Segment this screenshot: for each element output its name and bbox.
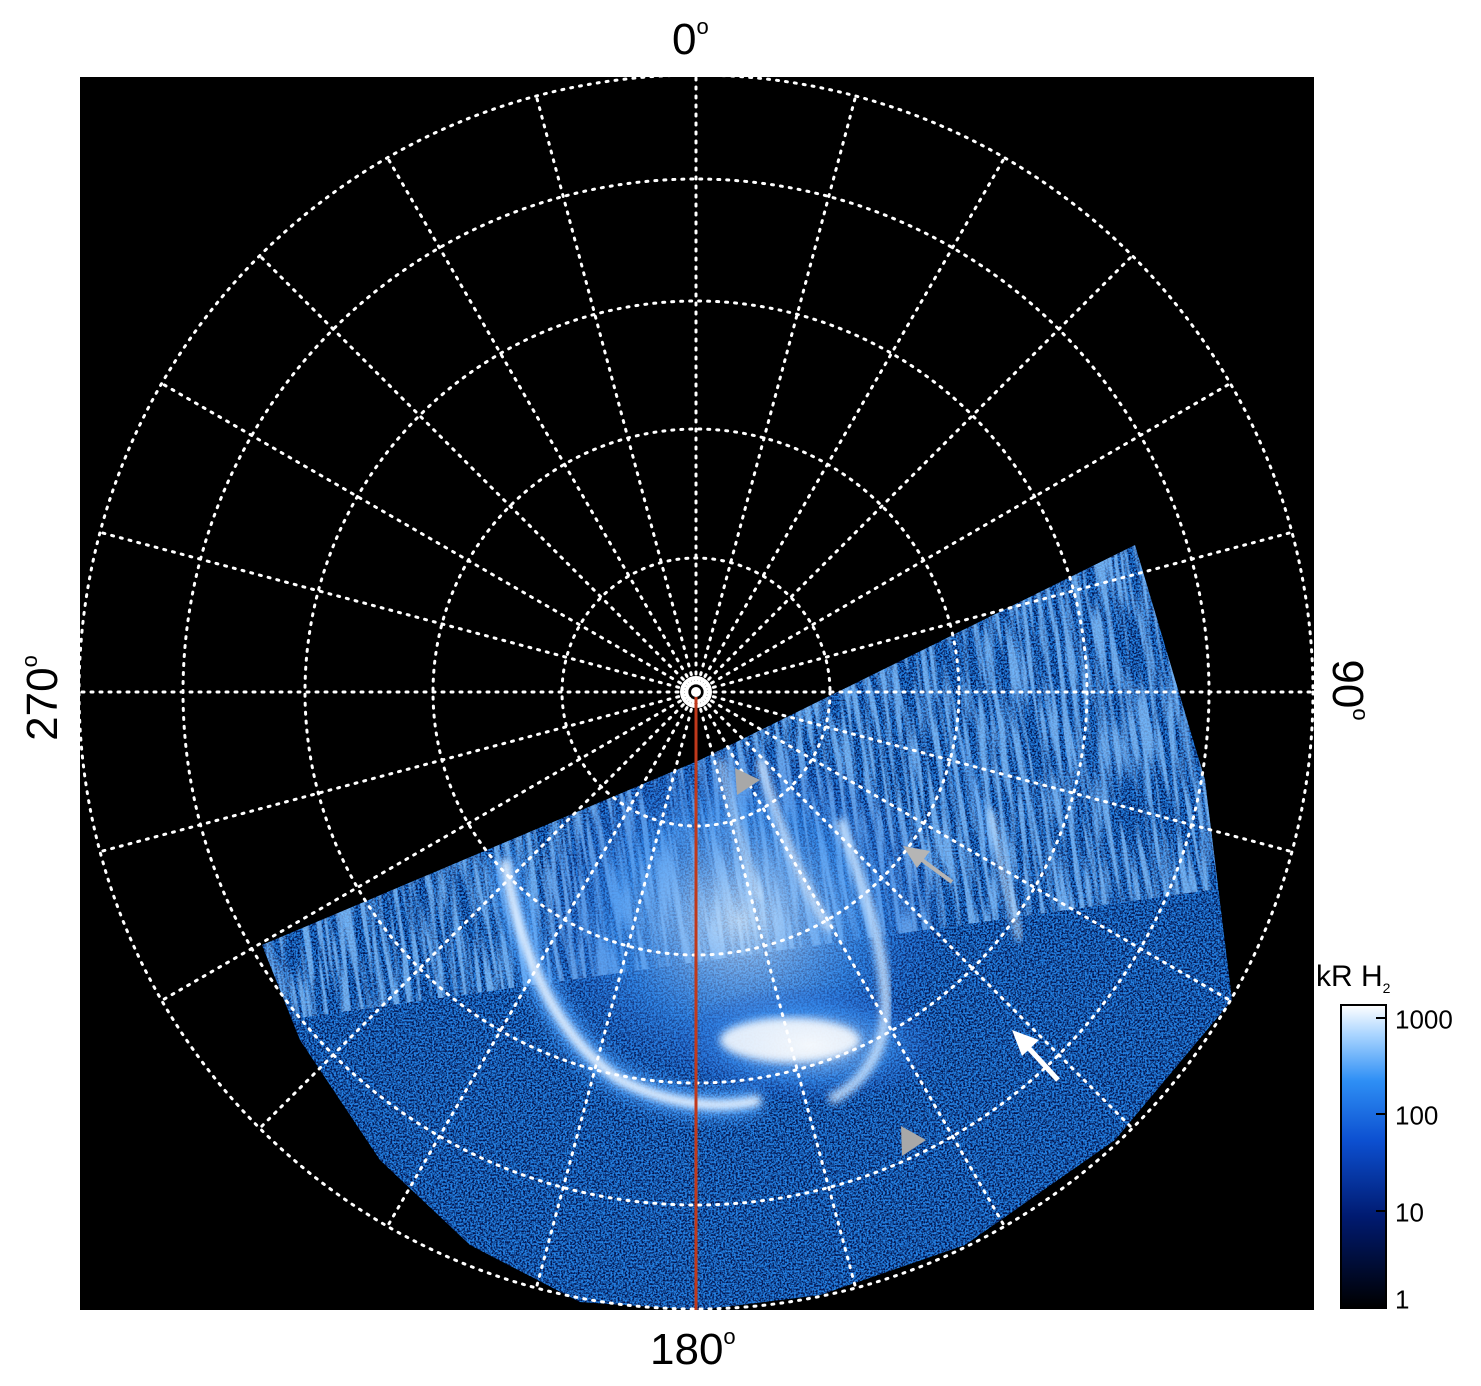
- colorbar: [1340, 1004, 1387, 1309]
- colorbar-tick: 10: [1395, 1197, 1424, 1228]
- label-bottom-degree: o: [723, 1324, 736, 1349]
- colorbar-tick: 1000: [1395, 1004, 1453, 1035]
- label-top-value: 0: [672, 15, 697, 64]
- arrow-gray-icon: [903, 846, 954, 884]
- triangle-gray-icon: [735, 768, 760, 795]
- arrow-white-icon: [1012, 1030, 1060, 1082]
- colorbar-title-sub: 2: [1382, 980, 1391, 996]
- colorbar-title: kR H2: [1316, 960, 1390, 996]
- triangle-gray-icon: [901, 1126, 926, 1156]
- label-bottom: 180o: [650, 1325, 736, 1374]
- label-top-degree: o: [696, 14, 709, 39]
- colorbar-title-main: kR H: [1316, 960, 1383, 993]
- colorbar-tick: 100: [1395, 1100, 1439, 1131]
- colorbar-tick: 1: [1395, 1284, 1410, 1315]
- label-bottom-value: 180: [650, 1325, 724, 1374]
- label-top: 0o: [672, 15, 709, 64]
